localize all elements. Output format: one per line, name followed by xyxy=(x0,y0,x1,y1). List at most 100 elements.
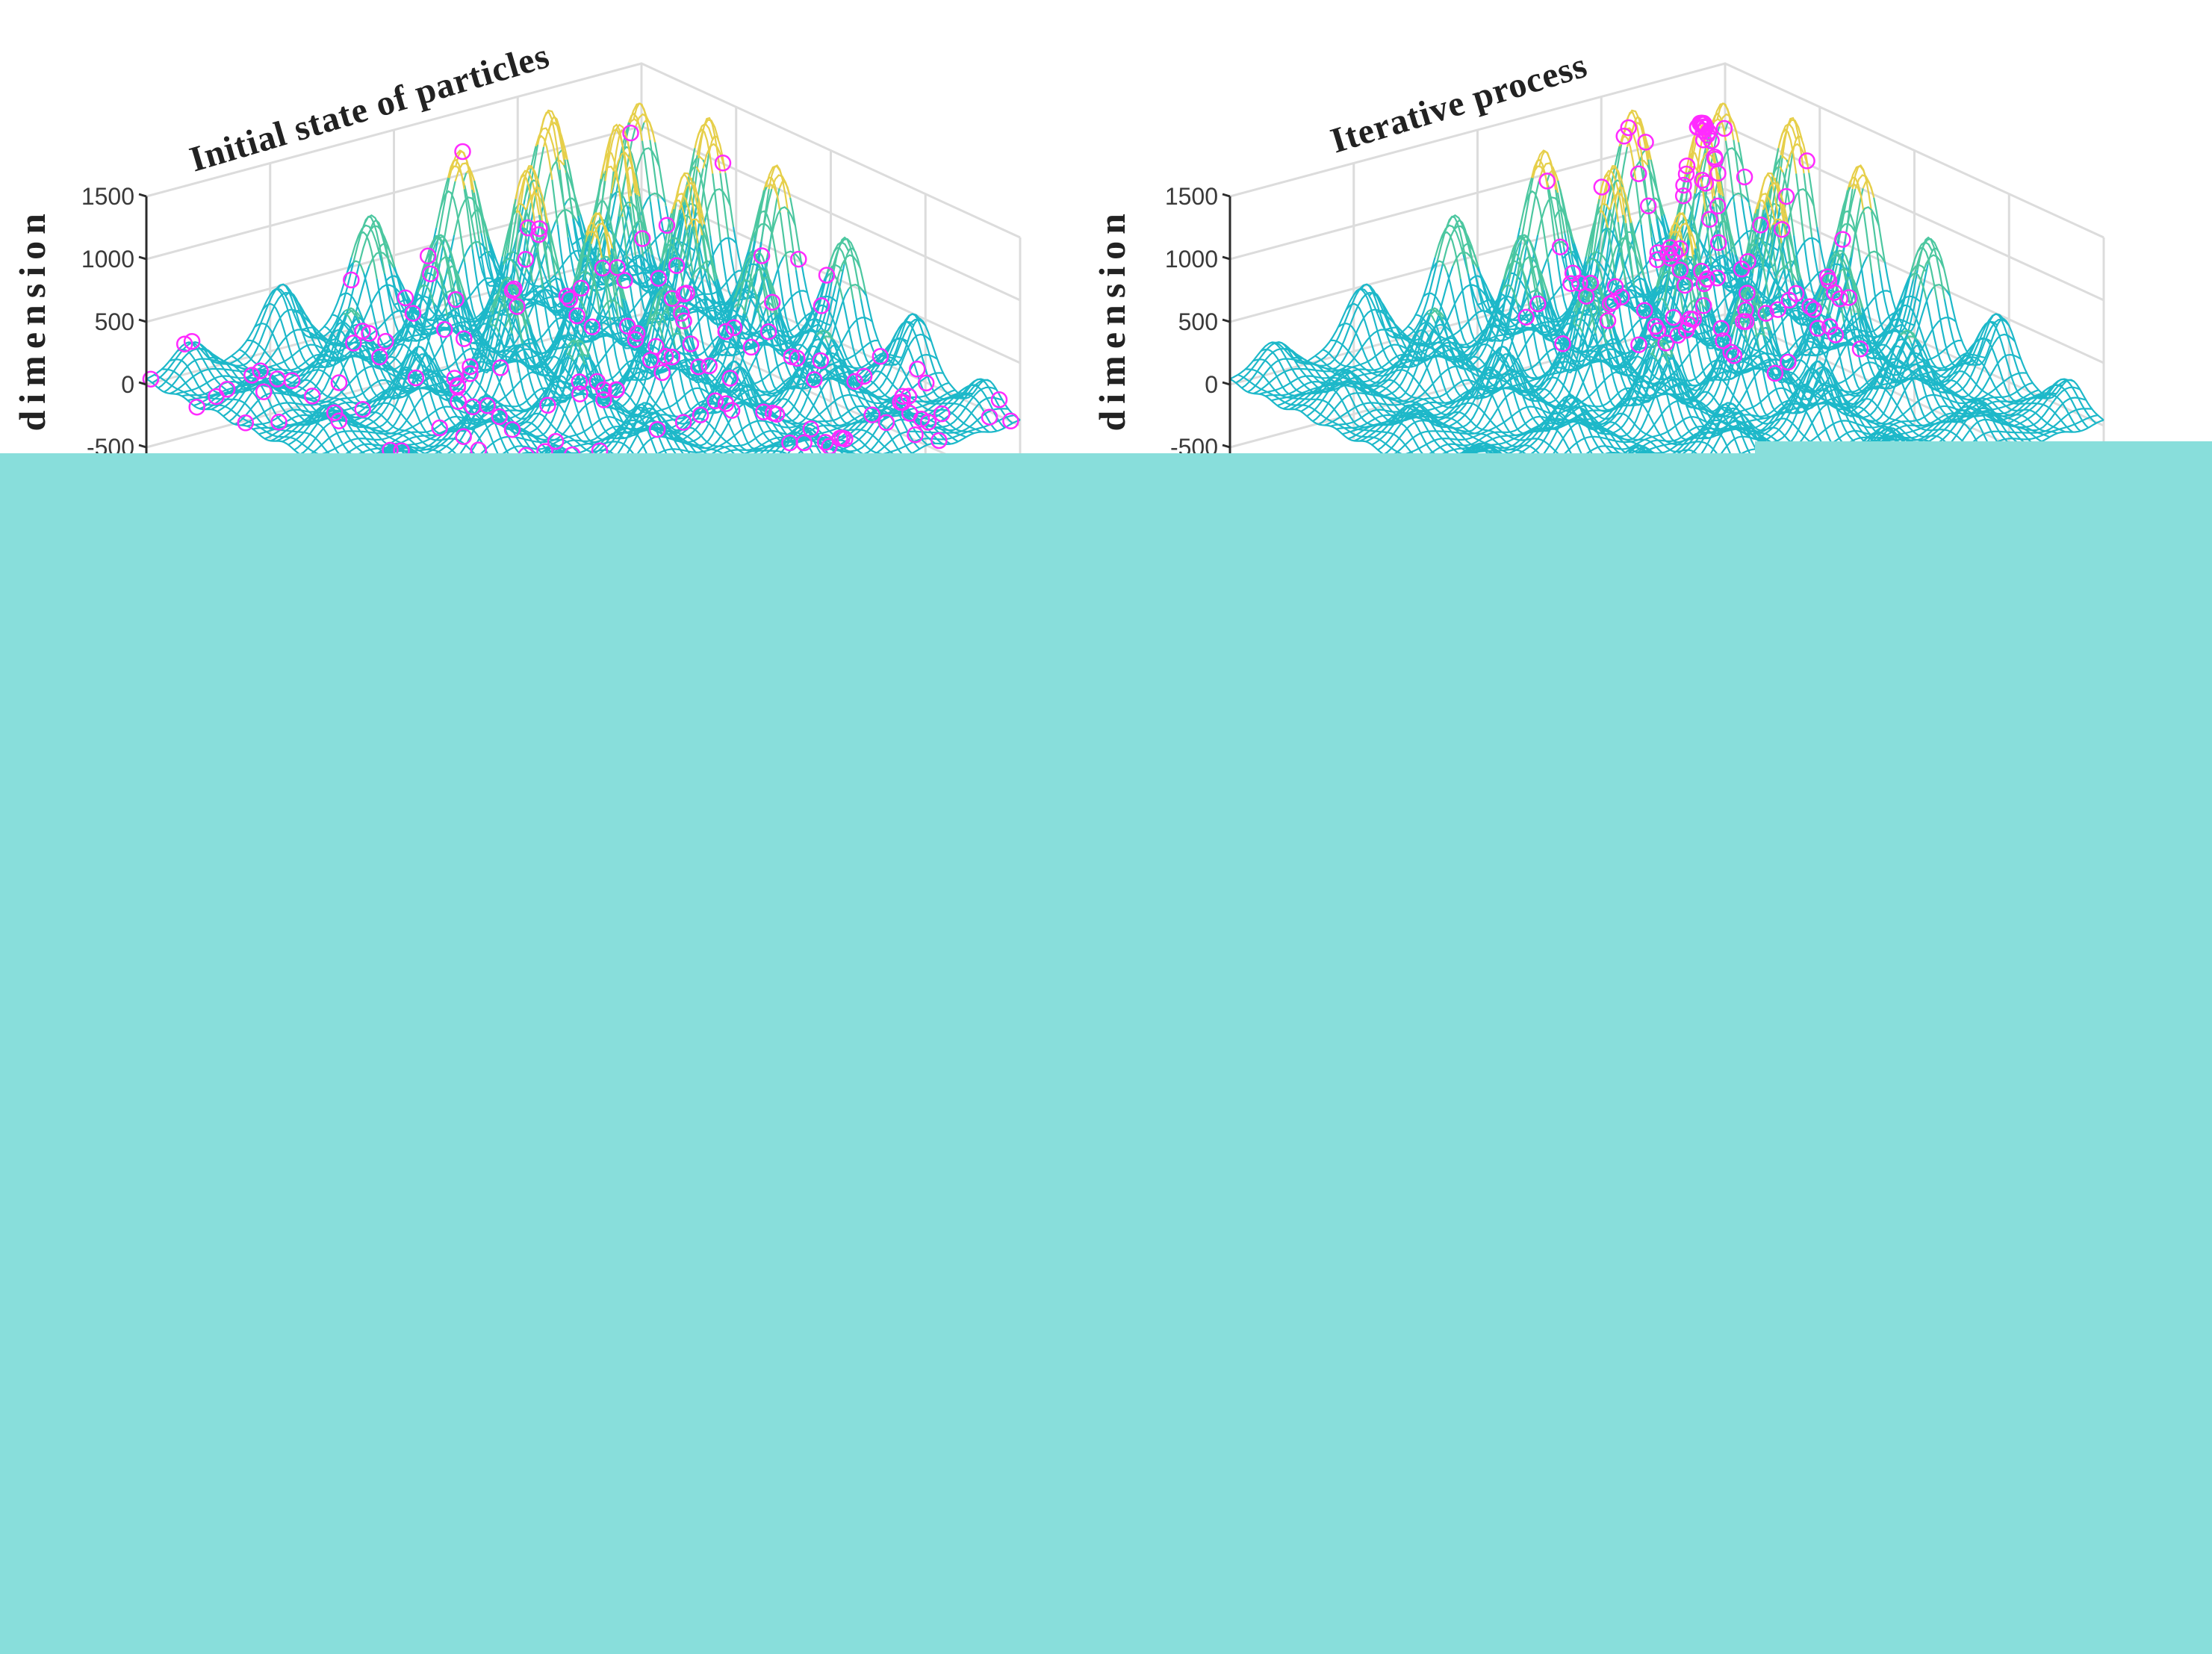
mesh-line xyxy=(1780,119,1804,156)
z-tick-label: 1500 xyxy=(81,183,134,210)
particle-marker xyxy=(243,367,261,384)
mesh-line xyxy=(754,187,767,242)
particle-marker xyxy=(539,397,556,414)
mesh-line xyxy=(862,290,867,296)
mesh-line xyxy=(1808,172,1818,228)
particle-marker xyxy=(142,370,160,388)
mesh-line xyxy=(1854,188,1864,235)
particle-marker xyxy=(650,270,668,287)
particle-marker xyxy=(435,320,453,338)
particle-marker xyxy=(802,420,820,438)
particle-marker xyxy=(1725,347,1743,364)
mesh-line xyxy=(648,285,686,335)
mesh-line xyxy=(691,267,714,282)
mesh-line xyxy=(1436,214,1474,264)
mesh-line xyxy=(586,200,618,265)
particle-marker xyxy=(568,307,585,325)
mesh-line xyxy=(587,326,660,413)
mesh-line xyxy=(1693,191,1700,200)
mesh-line xyxy=(1696,202,1737,255)
mesh-line xyxy=(585,221,603,261)
particle-marker xyxy=(1821,318,1839,335)
mesh-line xyxy=(712,173,722,243)
particle-marker xyxy=(1739,285,1756,302)
particle-marker xyxy=(900,388,918,405)
mesh-line xyxy=(532,146,537,158)
mesh-line xyxy=(489,276,526,328)
mesh-line xyxy=(650,192,662,199)
mesh-line xyxy=(1848,164,1868,188)
mesh-line xyxy=(625,122,630,134)
particle-marker xyxy=(455,428,472,445)
particle-marker xyxy=(509,298,526,315)
particle-marker xyxy=(1722,343,1739,361)
mesh-line xyxy=(1235,260,1438,384)
mesh-line xyxy=(834,254,862,286)
mesh-line xyxy=(447,158,465,190)
particle-marker xyxy=(1604,293,1622,311)
particle-marker xyxy=(1820,272,1838,290)
mesh-line xyxy=(564,159,574,220)
mesh-line xyxy=(1527,181,1540,237)
mesh-line xyxy=(269,288,344,369)
mesh-line xyxy=(1844,188,1857,243)
mesh-line xyxy=(600,151,624,217)
particle-marker xyxy=(1773,220,1791,238)
particle-marker xyxy=(303,388,321,405)
particle-marker xyxy=(354,323,371,340)
particle-marker xyxy=(218,381,236,398)
particle-marker xyxy=(742,338,760,356)
particle-marker xyxy=(700,357,718,375)
particle-marker xyxy=(812,352,830,370)
z-tick-label: 500 xyxy=(95,308,134,335)
mesh-line xyxy=(463,189,473,250)
particle-marker xyxy=(503,420,521,438)
mesh-line xyxy=(1642,170,1653,237)
mesh-line xyxy=(1598,209,1611,267)
mesh-line xyxy=(654,142,667,206)
particle-marker xyxy=(894,388,911,405)
mesh-line xyxy=(506,199,517,254)
mesh-line xyxy=(566,352,575,363)
particle-marker xyxy=(759,323,777,341)
mesh-line xyxy=(1547,185,1560,240)
mesh-line xyxy=(1523,190,1550,263)
particle-marker xyxy=(237,414,255,432)
mesh-line xyxy=(377,243,396,267)
mesh-line xyxy=(749,223,773,246)
particle-marker xyxy=(723,402,741,419)
particle-marker xyxy=(872,348,889,365)
mesh-line xyxy=(465,169,476,181)
particle-marker xyxy=(330,412,348,429)
mesh-line xyxy=(1436,260,1449,273)
mesh-line xyxy=(464,256,503,322)
particle-marker xyxy=(1697,175,1715,192)
mesh-line xyxy=(383,273,426,343)
z-tick-label: 0 xyxy=(1205,371,1218,398)
particle-marker xyxy=(462,365,479,382)
mesh-line xyxy=(609,191,617,200)
mesh-line xyxy=(629,206,637,257)
mesh-line xyxy=(352,349,567,476)
mesh-line xyxy=(1650,352,1659,363)
mesh-line xyxy=(771,174,791,195)
mesh-line xyxy=(344,308,356,317)
particle-marker xyxy=(1712,320,1730,338)
mesh-line xyxy=(1745,196,1750,203)
mesh-line xyxy=(848,283,864,291)
mesh-line xyxy=(515,173,535,223)
particle-marker xyxy=(1582,274,1600,292)
mesh-line xyxy=(502,257,521,281)
particle-marker xyxy=(1593,178,1611,196)
particle-marker xyxy=(1706,148,1724,166)
mesh-line xyxy=(1756,172,1787,236)
mesh-line xyxy=(1650,159,1663,217)
mesh-line xyxy=(1883,261,1929,333)
particle-marker xyxy=(404,305,422,322)
mesh-line xyxy=(1786,143,1809,169)
mesh-line xyxy=(1614,185,1632,223)
particle-marker xyxy=(269,370,286,388)
particle-marker xyxy=(1637,134,1654,151)
mesh-line xyxy=(464,185,476,240)
particle-marker xyxy=(725,319,743,337)
